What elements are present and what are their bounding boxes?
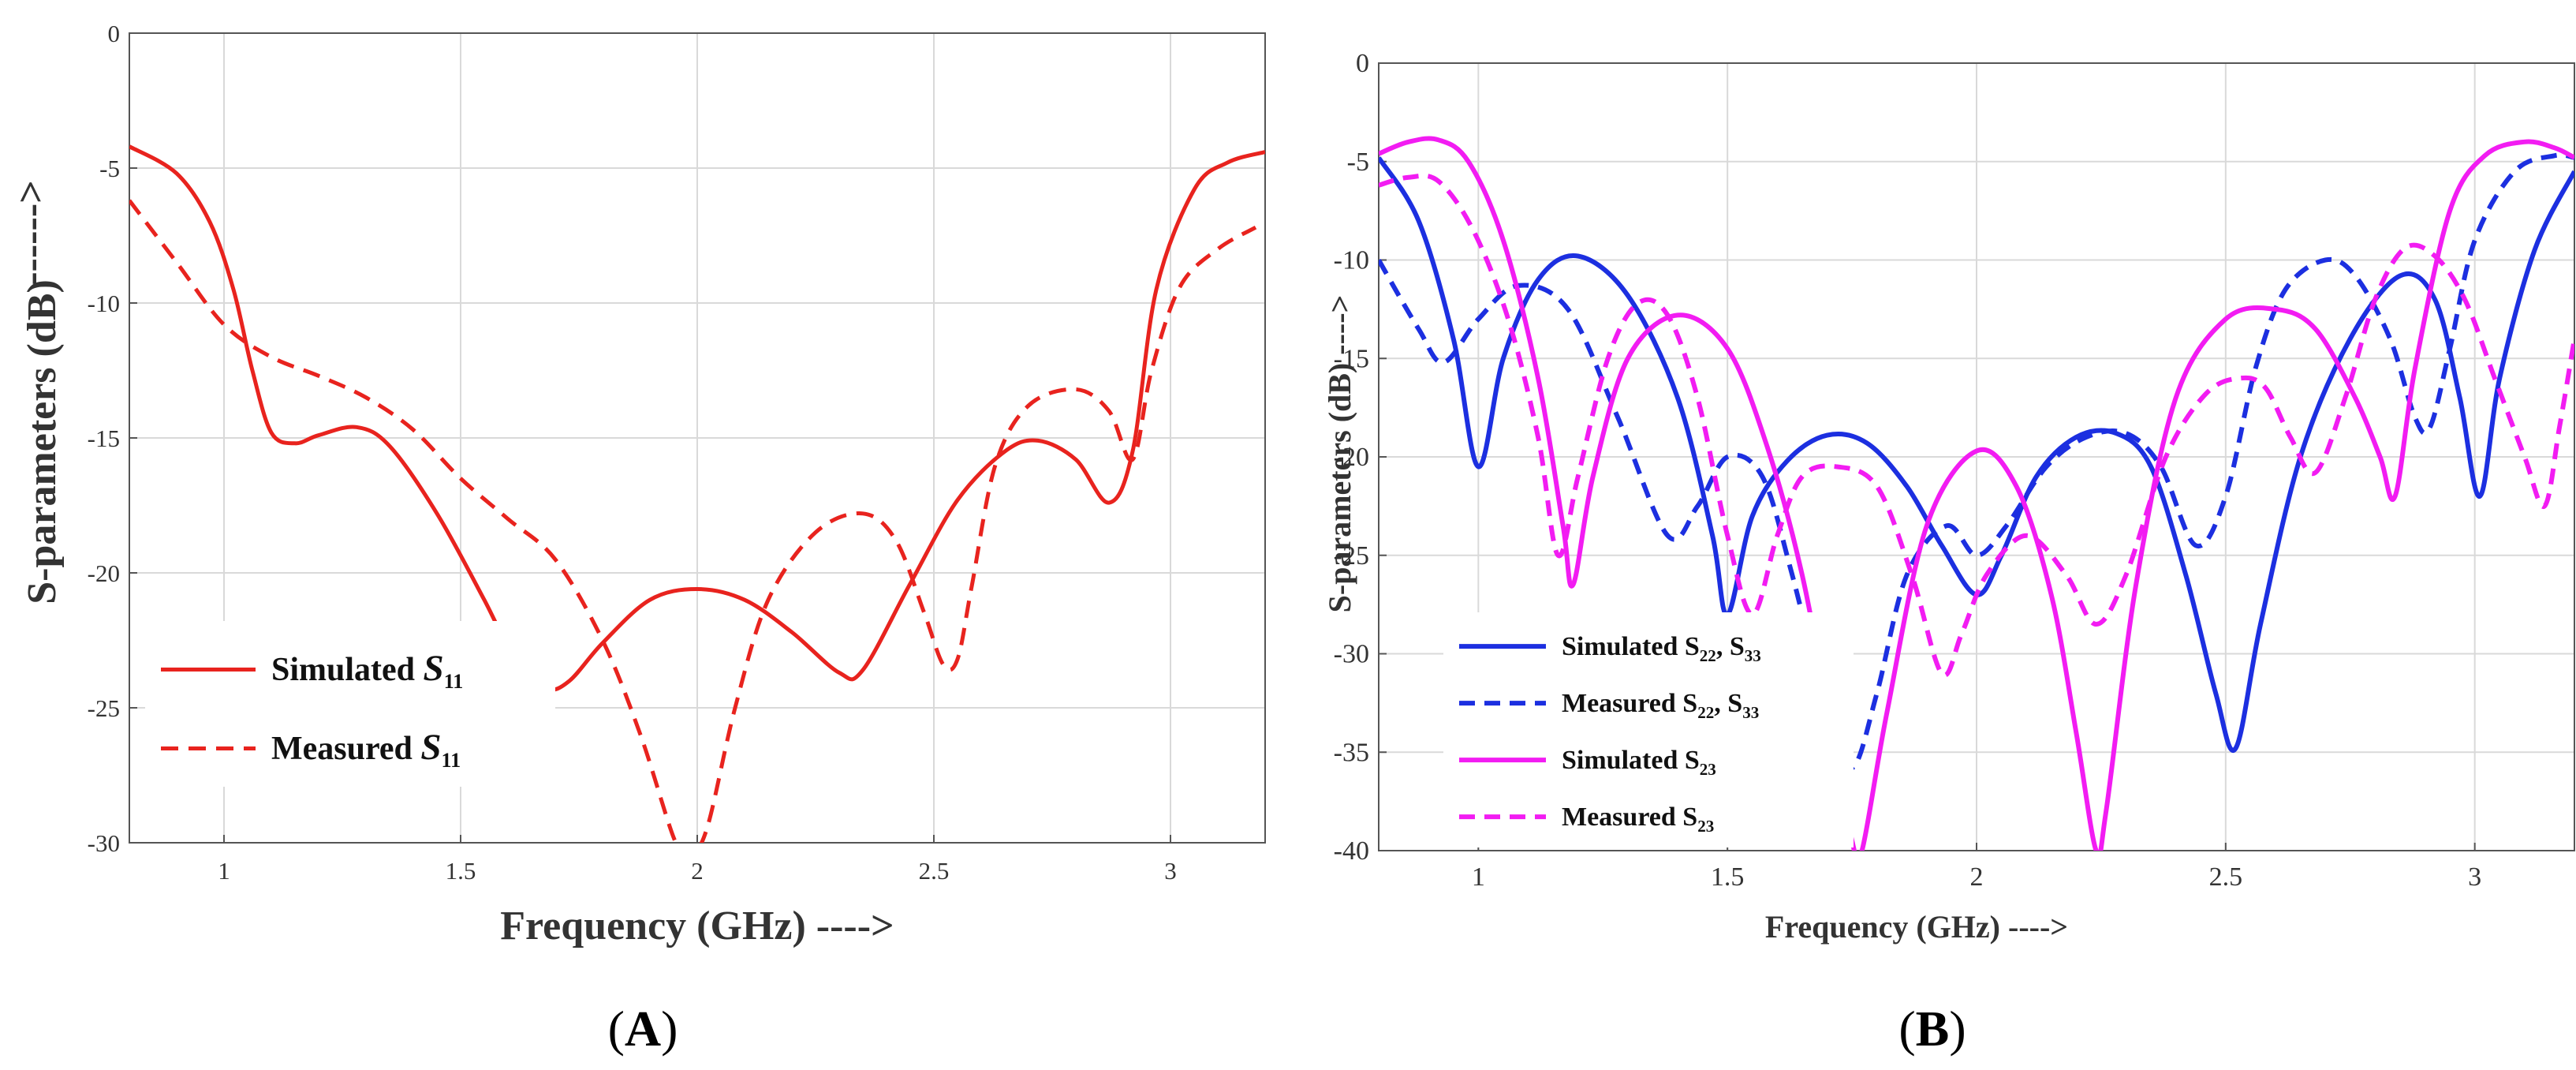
- legend-text: Simulated S: [1562, 746, 1700, 775]
- panel-label: (B): [1898, 1001, 1966, 1057]
- x-tick-label: 2.5: [919, 857, 950, 885]
- series-group: [1379, 136, 2574, 851]
- x-tick-label: 1: [218, 857, 230, 885]
- series-line-simulated-s11: [129, 144, 1265, 692]
- panel-label: (A): [608, 1001, 678, 1057]
- y-tick-label: -25: [1334, 541, 1369, 571]
- x-tick-label: 3: [2468, 862, 2481, 892]
- legend-box: [1443, 612, 1854, 847]
- y-tick-label: -35: [1334, 738, 1369, 767]
- legend-subscript: 23: [1700, 760, 1716, 779]
- x-tick-label: 1.5: [446, 857, 476, 885]
- y-axis-title: S-parameters (dB): [20, 279, 65, 604]
- y-tick-label: 0: [108, 20, 121, 47]
- legend-entry: Simulated S11: [271, 648, 463, 693]
- y-tick-label: -10: [88, 290, 120, 317]
- legend-entry: Measured S11: [271, 727, 461, 772]
- legend-entry: Measured S23: [1562, 802, 1714, 836]
- y-axis-title-arrow: ------>: [9, 180, 54, 286]
- y-tick-label: -40: [1334, 836, 1369, 866]
- y-tick-label: -5: [1347, 148, 1369, 177]
- legend-subscript: 22: [1697, 703, 1714, 722]
- chart-a: 1 1.5 2 2.5 3 0 -5 -10 -15 -20 -25 -30 Frequency (GH…: [9, 20, 1266, 1057]
- legend-text: Simulated: [271, 652, 424, 688]
- x-axis-title: Frequency (GHz) ---->: [500, 904, 894, 948]
- x-tick-label: 2: [691, 857, 704, 885]
- y-tick-label: -30: [1334, 640, 1369, 669]
- y-tick-label: -20: [1334, 443, 1369, 472]
- y-tick-label: -5: [99, 155, 120, 182]
- panel-label-open: (: [1898, 1001, 1915, 1057]
- x-axis-title: Frequency (GHz) ---->: [1765, 909, 2068, 945]
- panel-label-close: ): [1949, 1001, 1966, 1057]
- x-tick-label: 1.5: [1711, 862, 1745, 892]
- x-tick-label: 1: [1472, 862, 1485, 892]
- legend-subscript: 33: [1742, 703, 1759, 722]
- series-line-measured-s11: [129, 199, 1257, 843]
- legend-text: , S: [1714, 689, 1742, 718]
- legend-subscript: 11: [444, 670, 464, 693]
- panel-label-letter: A: [625, 1001, 661, 1057]
- x-tick-label: 3: [1164, 857, 1177, 885]
- legend-subscript: 11: [442, 749, 461, 772]
- legend-entry: Simulated S23: [1562, 746, 1716, 779]
- y-tick-label: -10: [1334, 246, 1369, 275]
- legend-text: Measured S: [1562, 689, 1697, 718]
- series-group: [129, 144, 1265, 843]
- y-tick-label: -15: [88, 425, 120, 452]
- y-tick-label: 0: [1356, 49, 1369, 78]
- series-line-simulated-s23: [1379, 136, 2574, 851]
- y-tick-label: -15: [1334, 344, 1369, 373]
- legend-subscript: 22: [1700, 646, 1716, 665]
- x-tick-label: 2.5: [2209, 862, 2243, 892]
- legend-text: Measured S: [1562, 802, 1697, 832]
- legend-text: Measured: [271, 731, 420, 767]
- series-line-measured-s23: [1379, 173, 2574, 678]
- panel-label-letter: B: [1916, 1001, 1950, 1057]
- y-axis-title: S-parameters (dB) ---->: [1322, 295, 1357, 613]
- legend-box: [145, 621, 555, 787]
- legend-subscript: 33: [1745, 646, 1761, 665]
- legend-text: Simulated S: [1562, 632, 1700, 661]
- y-tick-label: -25: [88, 694, 120, 722]
- legend-entry: Simulated S22, S33: [1562, 632, 1761, 665]
- legend-subscript: 23: [1697, 817, 1714, 836]
- x-tick-label: 2: [1970, 862, 1984, 892]
- panel-label-close: ): [661, 1001, 678, 1057]
- legend-entry: Measured S22, S33: [1562, 689, 1759, 722]
- y-tick-label: -20: [88, 559, 120, 587]
- legend-text: , S: [1716, 632, 1745, 661]
- chart-b: 1 1.5 2 2.5 3 0 -5 -10 -15 -20 -25 -30 -35 -40 Frequen…: [1322, 49, 2575, 1057]
- series-line-measured-s22-s33: [1379, 152, 2574, 771]
- y-tick-label: -30: [88, 829, 120, 857]
- legend-symbol: S: [420, 727, 441, 768]
- legend-symbol: S: [424, 648, 444, 689]
- panel-label-open: (: [608, 1001, 625, 1057]
